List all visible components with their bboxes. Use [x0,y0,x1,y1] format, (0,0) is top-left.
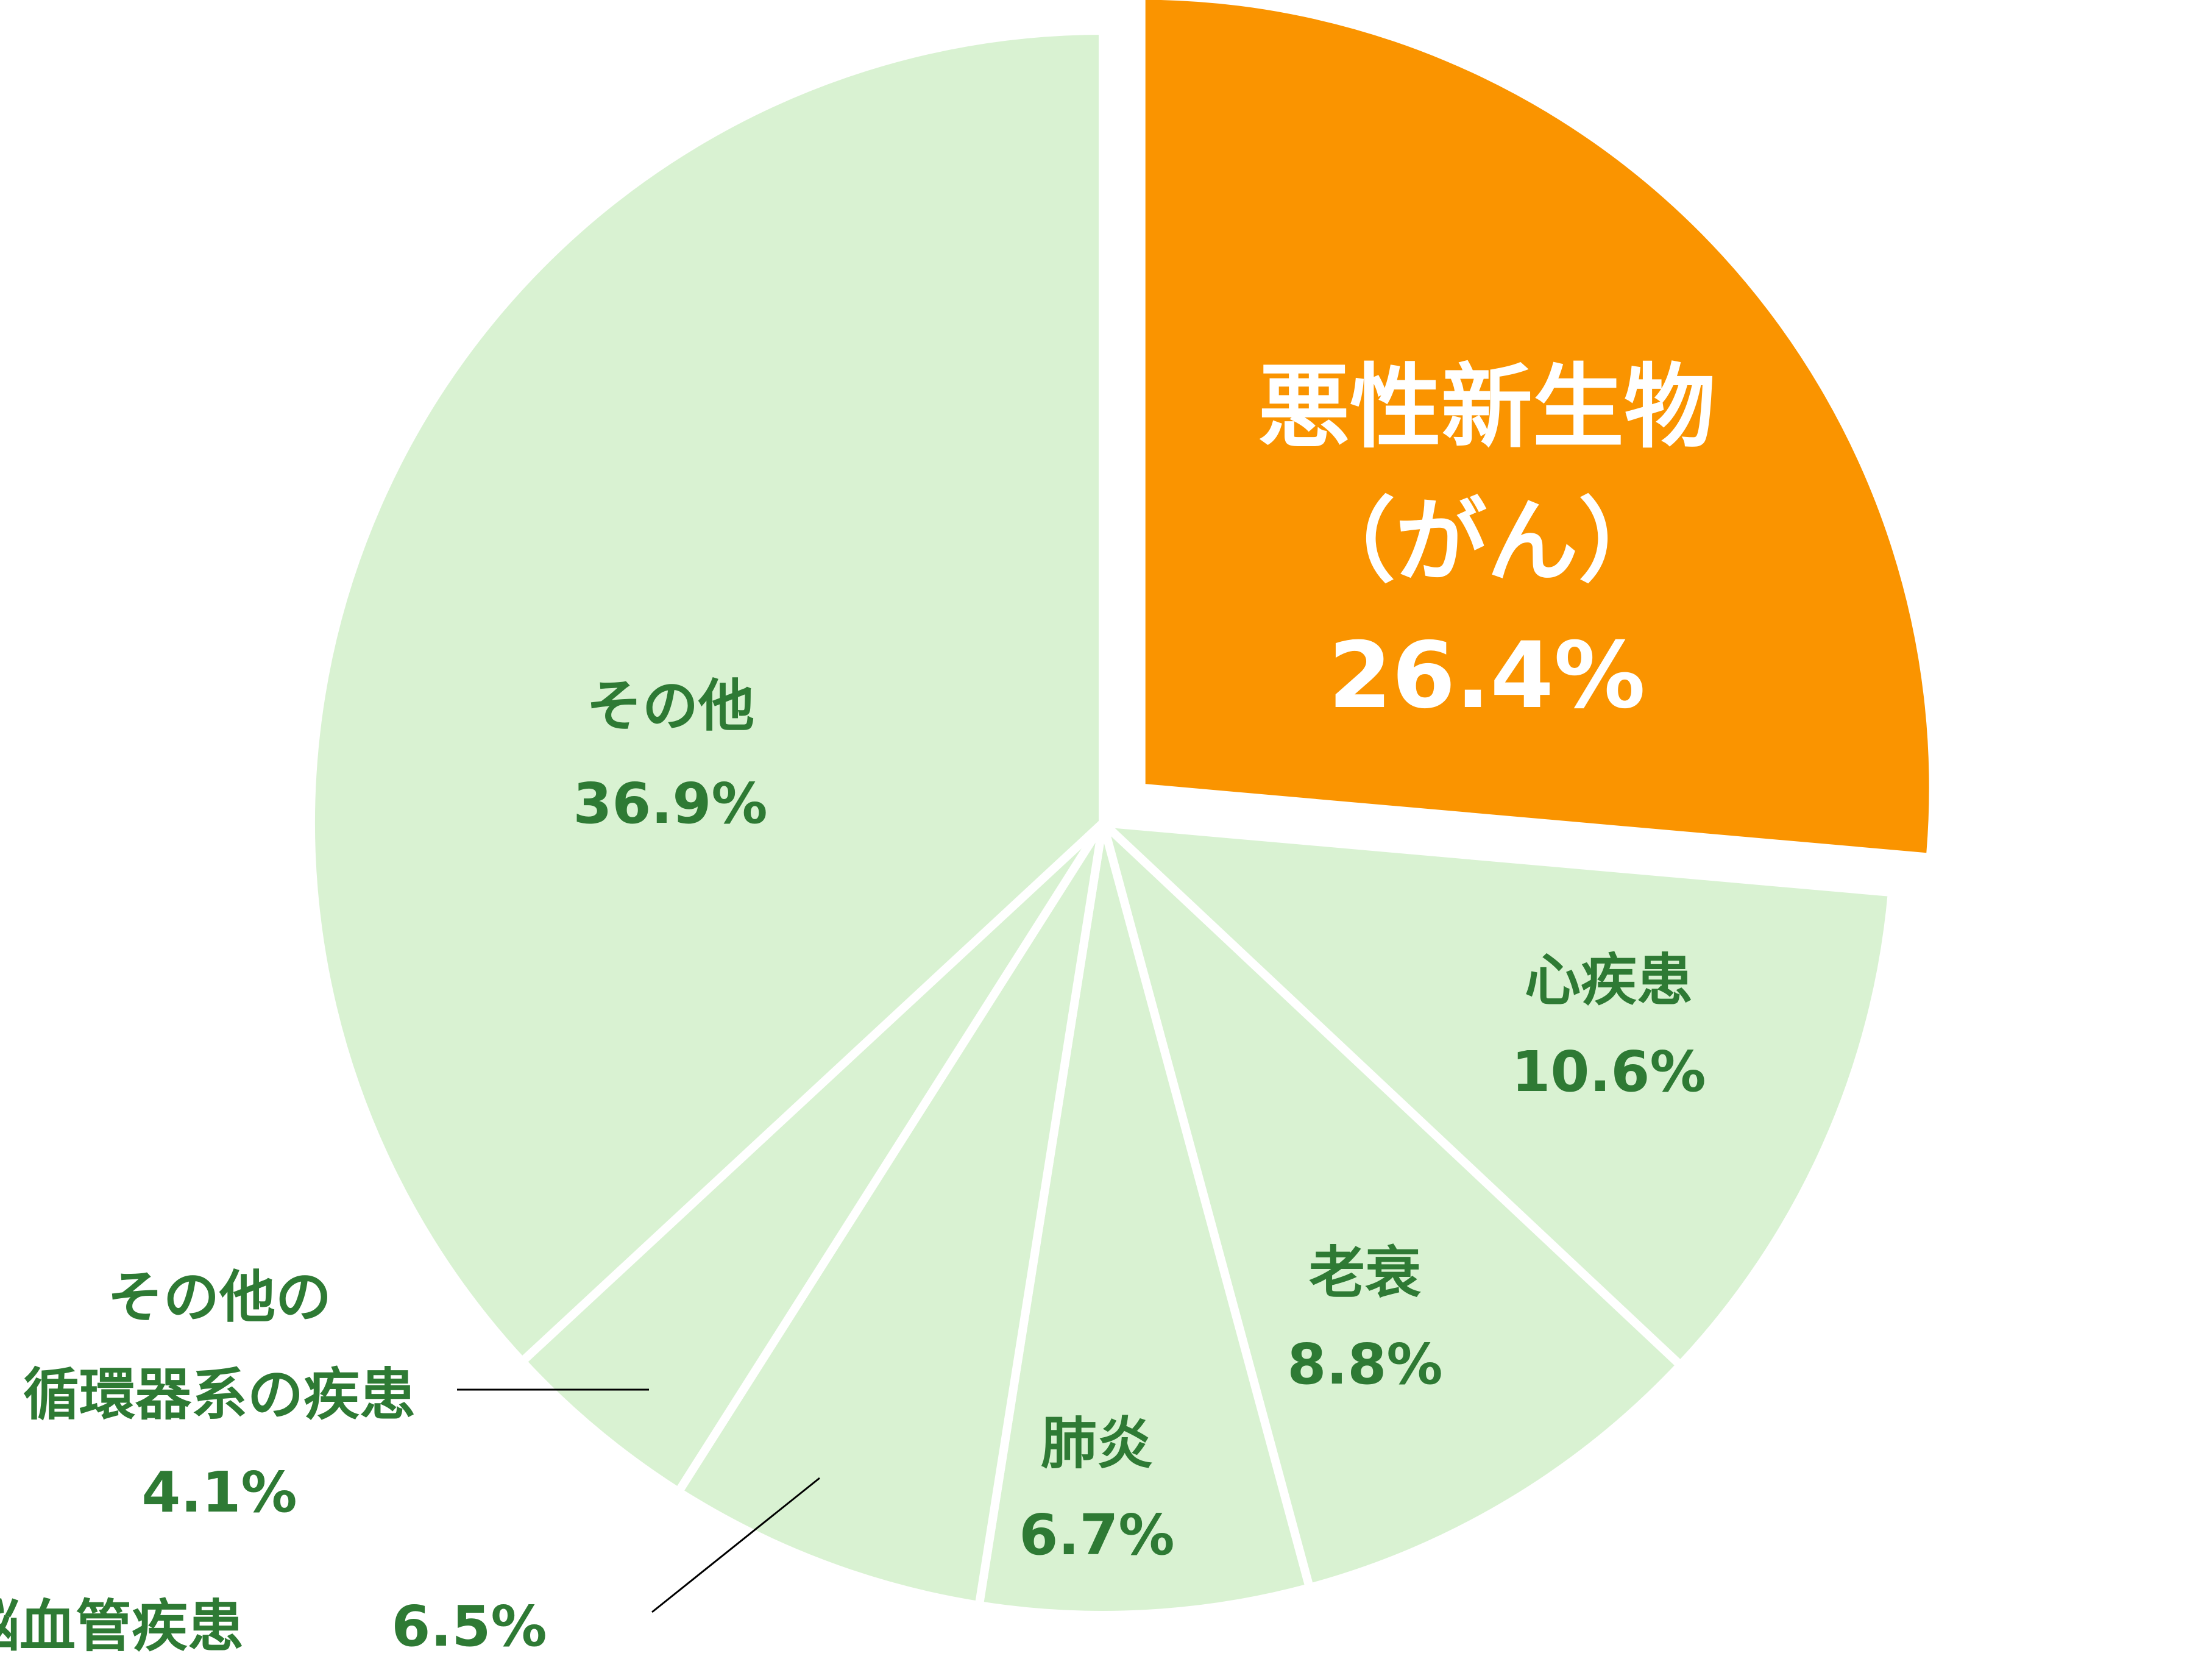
label-other-name: その他 [586,673,754,739]
label-heart-disease-value: 10.6% [1511,1039,1706,1104]
label-pneumonia-name: 肺炎 [1041,1411,1153,1476]
pie-slices [307,0,1938,1619]
label-pneumonia-value: 6.7% [1019,1502,1174,1568]
label-cerebrovascular-name: 脳血管疾患 [0,1594,244,1656]
leader-line-cerebrovascular [651,1477,820,1613]
slice-heart-disease [1099,819,1896,1370]
label-heart-disease-name: 心疾患 [1525,948,1693,1013]
label-other-value: 36.9% [573,771,767,836]
label-senility-value: 8.8% [1287,1332,1442,1397]
label-other-circulatory-value: 4.1% [141,1460,297,1525]
label-cerebrovascular-value: 6.5% [391,1594,547,1656]
slice-other [307,26,1107,1366]
label-other-circulatory-line-1: その他の [107,1265,331,1330]
slice-malignant-neoplasm [1136,0,1938,862]
slice-labels: 悪性新生物 （がん） 26.4% 心疾患 10.6% 老衰 8.8% 肺炎 6.7% 脳血管疾患 6… [0,355,1715,1656]
label-malignant-neoplasm-line-2: （がん） [1304,489,1670,595]
slice-senility [1099,819,1685,1592]
slice-pneumonia [974,819,1314,1619]
label-senility-name: 老衰 [1309,1240,1421,1306]
slice-cerebrovascular [674,819,1107,1610]
slice-other-circulatory [517,819,1107,1496]
label-malignant-neoplasm-value: 26.4% [1328,623,1645,729]
label-other-circulatory-line-2: 循環器系の疾患 [23,1362,416,1427]
label-malignant-neoplasm-line-1: 悪性新生物 [1258,355,1715,461]
leader-lines [457,1388,820,1613]
